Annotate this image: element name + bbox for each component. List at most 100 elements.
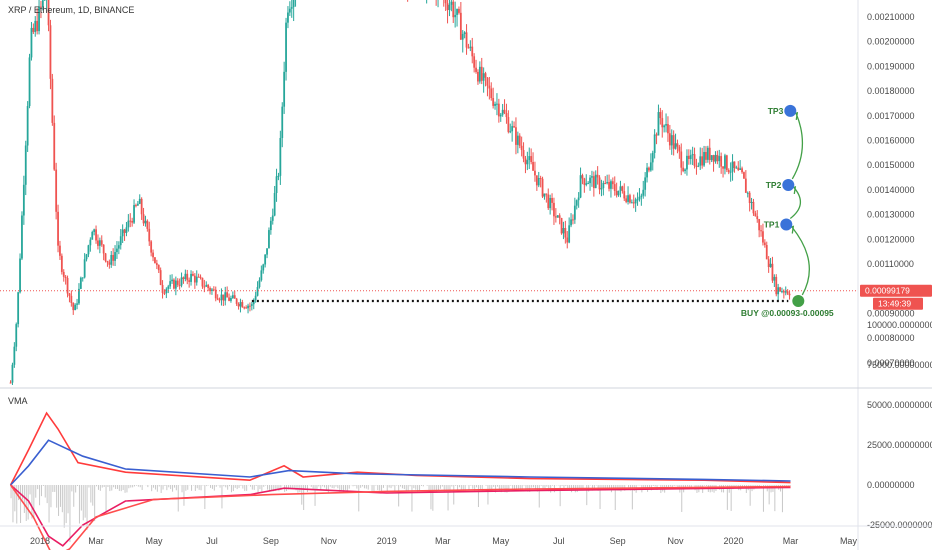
histogram-bar [445, 485, 447, 493]
candle-body [703, 151, 705, 166]
histogram-bar [742, 485, 744, 488]
histogram-bar [770, 485, 772, 493]
candle-body [720, 156, 723, 167]
candle-body [545, 193, 548, 195]
histogram-bar [582, 485, 584, 489]
main-price-pane[interactable]: TP1 TP2 TP3 BUY @0.00093-0.00095 XRP / Eth… [0, 0, 858, 385]
current-price-value: 0.00099179 [865, 286, 910, 296]
histogram-bar [251, 485, 253, 490]
vma-series-line-1 [9, 411, 791, 486]
candle-body [513, 126, 515, 128]
histogram-bar [603, 485, 605, 490]
candle-body [670, 135, 673, 146]
candle-body [672, 135, 675, 149]
candle-body [249, 305, 251, 307]
candle-body [444, 0, 447, 4]
histogram-bar [772, 485, 774, 492]
candle-body [691, 154, 694, 156]
candle-body [743, 172, 745, 179]
histogram-bar [168, 485, 170, 488]
price-axis[interactable]: 0.00210000 0.00200000 0.00190000 0.00180000… [857, 0, 932, 550]
candle-body [89, 239, 92, 246]
candle-body [482, 73, 485, 81]
candle-body [171, 279, 173, 282]
candle-body [697, 165, 700, 167]
candle-body [573, 205, 576, 220]
price-tick-label: 0.00180000 [867, 86, 915, 96]
histogram-bar [344, 485, 346, 490]
histogram-bar [669, 485, 671, 487]
histogram-bar [363, 485, 365, 489]
candle-body [131, 220, 134, 223]
candle-body [277, 175, 280, 177]
candle-body [560, 217, 563, 234]
candle-body [188, 280, 191, 282]
candle-body [205, 284, 208, 287]
candle-body [600, 188, 603, 190]
candle-body [79, 277, 82, 289]
candle-body [687, 155, 690, 159]
histogram-bar [183, 485, 185, 506]
candle-body [471, 46, 474, 57]
price-tick-label: 0.00190000 [867, 61, 915, 71]
histogram-bar [46, 485, 48, 504]
candle-body [159, 270, 162, 285]
histogram-bar [724, 485, 726, 486]
histogram-bar [358, 485, 360, 512]
histogram-bar [128, 485, 130, 489]
candle-body [549, 197, 552, 209]
buy-annotation-label: BUY @0.00093-0.00095 [741, 308, 834, 318]
histogram-bar [202, 485, 204, 486]
target-marker-tp1 [780, 218, 793, 231]
time-tick-label: May [840, 536, 858, 546]
time-axis[interactable]: 2018 Mar May Jul Sep Nov 2019 Mar May Jul Sep Nov 20… [30, 536, 857, 546]
histogram-bar [688, 485, 690, 487]
histogram-bar [749, 485, 751, 506]
histogram-bar [362, 485, 364, 487]
histogram-bar [388, 485, 390, 488]
histogram-bar [354, 485, 356, 487]
histogram-bar [422, 485, 424, 487]
price-tick-label: 0.00110000 [867, 259, 914, 269]
candle-body [488, 85, 491, 89]
histogram-bar [614, 485, 616, 511]
candle-body [537, 178, 540, 186]
histogram-bar [12, 485, 14, 523]
histogram-bar [502, 485, 504, 489]
candle-body [190, 273, 192, 282]
histogram-bar [227, 485, 229, 490]
histogram-bar [101, 485, 103, 488]
candle-body [577, 197, 580, 201]
candle-body [642, 189, 645, 196]
candle-body [769, 263, 772, 268]
candle-body [733, 161, 736, 168]
candle-body [106, 261, 109, 263]
histogram-bar [495, 485, 497, 493]
histogram-bar [20, 485, 22, 524]
histogram-bar [508, 485, 510, 492]
histogram-bar [274, 485, 276, 491]
candle-body [763, 242, 766, 245]
histogram-bar [460, 485, 462, 491]
histogram-bar [246, 485, 248, 491]
candle-body [41, 0, 44, 8]
candle-body [93, 229, 96, 232]
histogram-bar [705, 485, 707, 486]
candle-body [34, 20, 37, 32]
candle-body [211, 289, 213, 291]
candle-body [247, 305, 249, 309]
histogram-bar [341, 485, 343, 491]
histogram-bar [481, 485, 483, 492]
histogram-bar [78, 485, 80, 524]
histogram-bar [762, 485, 764, 512]
candle-body [264, 254, 267, 265]
candle-body [446, 3, 449, 11]
histogram-bar [325, 485, 327, 490]
candle-body [507, 117, 510, 132]
vma-indicator-pane[interactable]: VMA 100000.00000000 75000.00000000 50000.0… [8, 320, 932, 550]
candle-body [110, 254, 113, 265]
candle-body [290, 7, 293, 9]
candle-body [490, 88, 493, 99]
candle-body [554, 216, 557, 218]
